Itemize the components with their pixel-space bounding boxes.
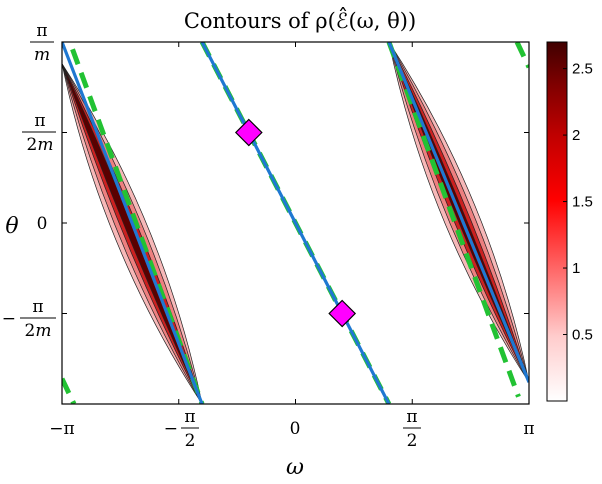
svg-text:2m: 2m (27, 135, 54, 155)
colorbar-tick-label-2: 1.5 (572, 194, 593, 211)
colorbar-tick-label-3: 2 (572, 127, 580, 144)
colorbar (546, 41, 568, 402)
y-tick-label-pi-over-2m: π 2m (22, 111, 56, 155)
x-axis-label: ω (286, 455, 304, 480)
svg-text:π: π (406, 407, 417, 427)
marker-1 (328, 299, 357, 328)
green-dashed-line-3 (514, 42, 529, 69)
blue-line-2 (387, 42, 529, 383)
y-tick-label-neg-pi-over-2m: − π 2m (2, 297, 56, 341)
svg-text:π: π (34, 111, 45, 131)
colorbar-tick-label-1: 1 (572, 260, 580, 277)
svg-text:m: m (34, 45, 50, 65)
colorbar-tick-label-0: 0.5 (572, 327, 593, 344)
green-dashed-line-2 (386, 42, 521, 398)
marker-0 (234, 118, 263, 147)
x-ticks (61, 42, 530, 404)
x-tick-label-zero: 0 (290, 419, 301, 439)
blue-lines (62, 42, 529, 404)
svg-text:−: − (164, 419, 178, 439)
svg-text:π: π (184, 407, 195, 427)
x-tick-labels: −π − π 2 0 π 2 π (49, 407, 534, 451)
x-tick-label-pi: π (523, 419, 534, 439)
svg-text:2: 2 (407, 431, 418, 451)
svg-text:2: 2 (185, 431, 196, 451)
y-axis-label: θ (5, 214, 18, 239)
y-tick-label-pi-over-m: π m (30, 21, 54, 65)
markers (234, 118, 357, 328)
contour-band-0-level-3 (62, 63, 203, 404)
svg-text:−: − (2, 309, 16, 329)
blue-line-0 (62, 42, 204, 404)
y-tick-labels: π m π 2m 0 − π 2m (2, 21, 56, 341)
x-tick-label-neg-pi: −π (49, 419, 74, 439)
x-tick-label-half-pi: π 2 (403, 407, 421, 451)
blue-line-1 (200, 42, 391, 404)
colorbar-tick-label-4: 2.5 (572, 61, 593, 78)
y-ticks (62, 41, 529, 314)
x-tick-label-neg-half-pi: − π 2 (164, 407, 199, 451)
svg-text:2m: 2m (25, 321, 52, 341)
chart-title: Contours of ρ(ℰ̂(ω, θ)) (184, 7, 416, 33)
green-dashed-line-4 (62, 377, 77, 404)
svg-text:π: π (36, 21, 47, 41)
colorbar-ticks: 0.5 1 1.5 2 2.5 (563, 61, 593, 344)
svg-text:π: π (32, 297, 43, 317)
y-tick-label-zero: 0 (37, 214, 48, 234)
